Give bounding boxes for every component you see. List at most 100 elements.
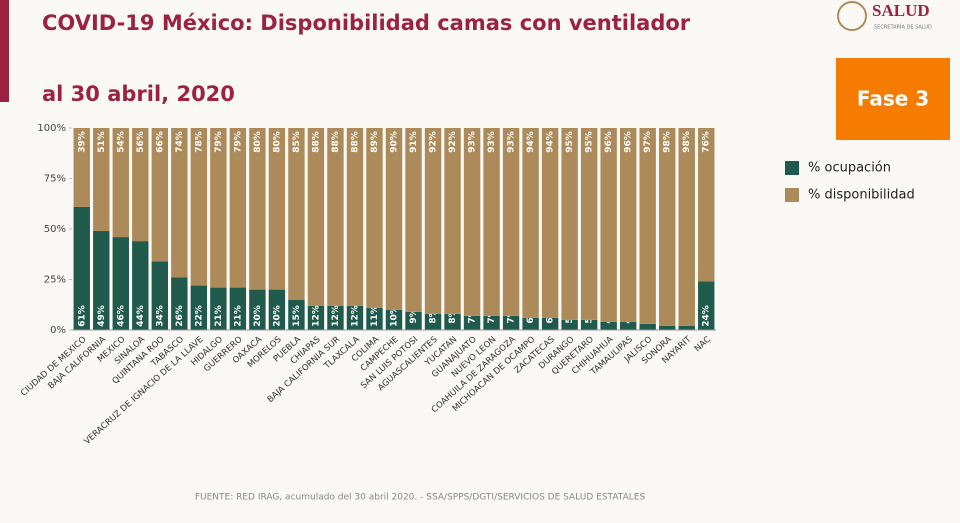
bar-segment xyxy=(229,128,247,288)
value-label: 74% xyxy=(175,131,185,153)
value-label: 80% xyxy=(253,131,263,153)
bar-segment xyxy=(151,128,169,262)
bar-segment xyxy=(190,128,208,286)
bar-segment xyxy=(229,287,247,330)
bar-segment xyxy=(424,313,442,330)
bar-segment xyxy=(444,313,461,330)
value-label: 15% xyxy=(292,305,302,327)
bar-segment xyxy=(73,206,90,330)
bar-segment xyxy=(580,319,598,330)
bar-segment xyxy=(561,319,578,330)
source-note: FUENTE: RED IRAG, acumulado del 30 abril… xyxy=(195,493,646,503)
value-label: 12% xyxy=(350,305,360,327)
chart-subtitle: al 30 abril, 2020 xyxy=(42,82,235,106)
bar-segment xyxy=(73,128,90,207)
value-label: 7% xyxy=(507,308,517,323)
bar-segment xyxy=(366,307,383,330)
value-label: 98% xyxy=(663,131,673,153)
value-label: 54% xyxy=(116,131,126,153)
legend-label: % ocupación xyxy=(808,161,891,176)
value-label: 20% xyxy=(272,305,282,327)
bar-segment xyxy=(132,128,149,242)
y-tick-label: 50% xyxy=(44,224,66,235)
value-label: 93% xyxy=(468,131,478,153)
bar-segment xyxy=(93,128,110,232)
value-label: 96% xyxy=(624,131,634,153)
bar-segment xyxy=(307,128,325,306)
bar-segment xyxy=(171,277,188,330)
bar-segment xyxy=(405,128,422,312)
value-label: 44% xyxy=(136,305,146,327)
value-label: 21% xyxy=(214,305,224,327)
value-label: 93% xyxy=(487,131,497,153)
bar-segment xyxy=(444,128,461,314)
bar-segment xyxy=(619,321,637,330)
value-label: 34% xyxy=(155,305,165,327)
bar-segment xyxy=(112,237,129,330)
bar-segment xyxy=(210,287,227,330)
bar-segment xyxy=(268,289,286,330)
bar-segment xyxy=(580,128,598,320)
value-label: 76% xyxy=(702,131,712,153)
bar-segment xyxy=(698,128,715,282)
value-label: 97% xyxy=(643,131,653,153)
value-label: 49% xyxy=(97,305,107,327)
bar-segment xyxy=(405,311,422,330)
value-label: 94% xyxy=(546,131,556,153)
value-label: 91% xyxy=(409,131,419,153)
y-tick-label: 75% xyxy=(44,174,66,185)
logo-text: SALUD xyxy=(872,1,930,20)
legend-label: % disponibilidad xyxy=(808,188,915,203)
value-label: 22% xyxy=(194,305,204,327)
bar-segment xyxy=(210,128,227,288)
phase-badge xyxy=(836,58,950,140)
bar-segment xyxy=(541,128,559,318)
legend-swatch xyxy=(785,188,799,202)
value-label: 94% xyxy=(526,131,536,153)
value-label: 11% xyxy=(370,305,380,327)
value-label: 12% xyxy=(311,305,321,327)
bar-segment xyxy=(659,325,676,330)
bar-segment xyxy=(249,128,266,290)
value-label: 80% xyxy=(272,131,282,153)
value-label: 85% xyxy=(292,131,302,153)
y-tick-label: 0% xyxy=(50,325,66,336)
value-label: 88% xyxy=(331,131,341,153)
bar-segment xyxy=(132,241,149,330)
value-label: 26% xyxy=(175,305,185,327)
bar-segment xyxy=(112,128,129,238)
bar-segment xyxy=(346,305,364,330)
bar-segment xyxy=(424,128,442,314)
value-label: 92% xyxy=(429,131,439,153)
value-label: 89% xyxy=(370,131,380,153)
legend-swatch xyxy=(785,161,799,175)
value-label: 8% xyxy=(429,308,439,323)
value-label: 56% xyxy=(136,131,146,153)
value-label: 90% xyxy=(390,131,400,153)
bar-segment xyxy=(678,128,695,326)
value-label: 9% xyxy=(409,308,419,323)
value-label: 79% xyxy=(233,131,243,153)
bar-segment xyxy=(639,323,656,330)
bar-segment xyxy=(522,128,539,318)
value-label: 8% xyxy=(448,308,458,323)
bar-segment xyxy=(600,128,617,322)
bar-segment xyxy=(502,315,520,330)
value-label: 78% xyxy=(194,131,204,153)
bar-segment xyxy=(151,261,169,330)
phase-badge-text: Fase 3 xyxy=(857,87,929,111)
bar-segment xyxy=(698,281,715,330)
bar-segment xyxy=(522,317,539,330)
bar-segment xyxy=(288,128,305,300)
value-label: 24% xyxy=(702,305,712,327)
bar-segment xyxy=(249,289,266,330)
value-label: 61% xyxy=(77,305,87,327)
bar-segment xyxy=(93,231,110,330)
value-label: 95% xyxy=(565,131,575,153)
bar-segment xyxy=(502,128,520,316)
value-label: 46% xyxy=(116,305,126,327)
value-label: 7% xyxy=(468,308,478,323)
bar-segment xyxy=(190,285,208,330)
bar-segment xyxy=(600,321,617,330)
value-label: 98% xyxy=(682,131,692,153)
